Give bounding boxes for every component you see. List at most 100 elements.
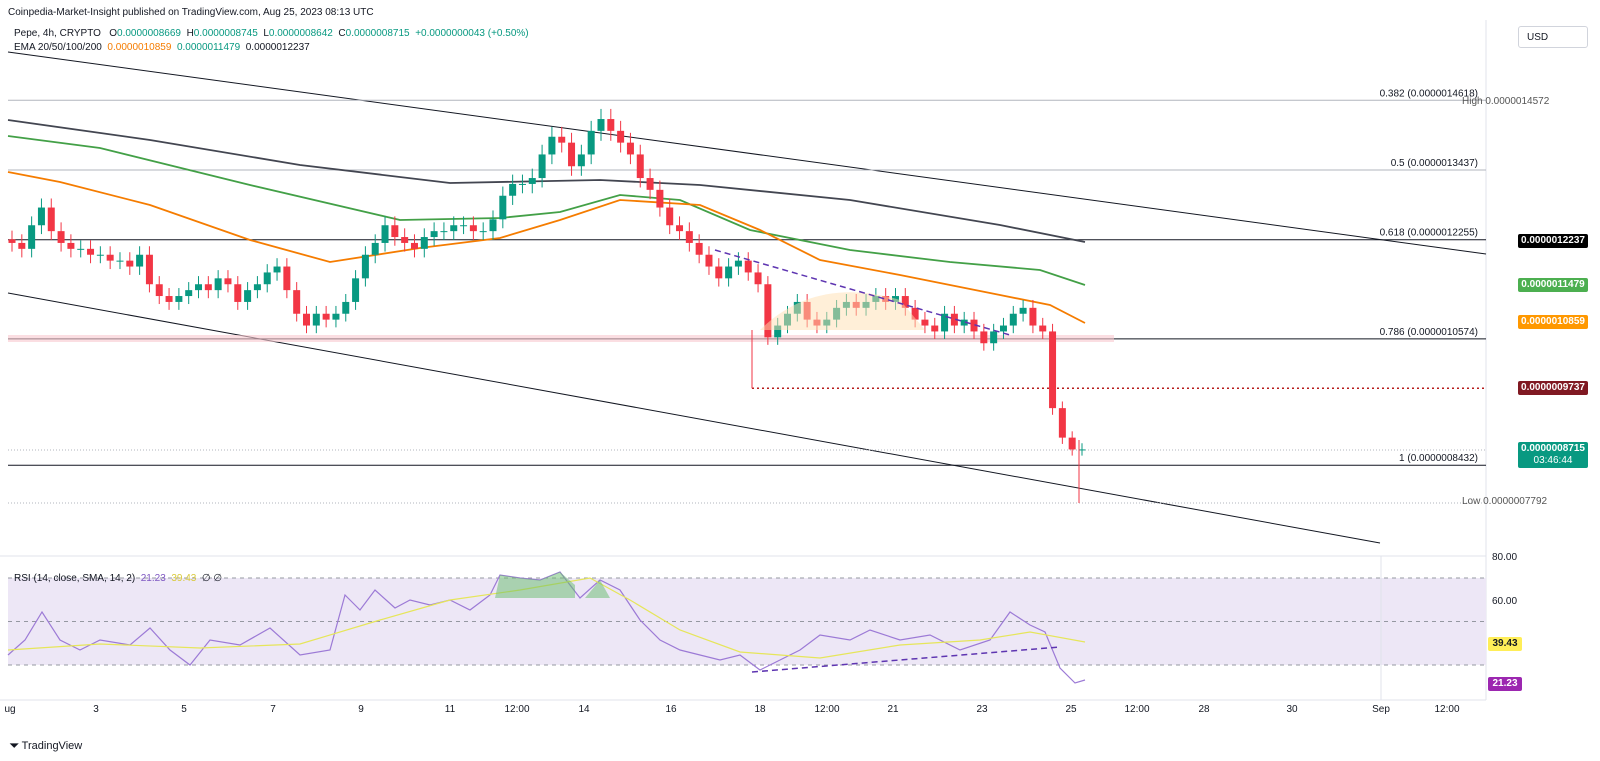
candle bbox=[1068, 437, 1076, 450]
level-price-tag: 0.0000009737 bbox=[1518, 381, 1588, 396]
candle bbox=[18, 242, 26, 249]
candle bbox=[1039, 325, 1047, 332]
candle bbox=[460, 225, 468, 227]
candle bbox=[1049, 331, 1057, 409]
candle bbox=[77, 248, 85, 250]
candle bbox=[577, 154, 585, 167]
candle bbox=[617, 130, 625, 143]
candle bbox=[469, 225, 477, 232]
candle bbox=[342, 301, 350, 314]
candle bbox=[528, 178, 536, 184]
rsi-overbought-fill bbox=[495, 572, 575, 598]
time-axis-tick: 9 bbox=[358, 704, 364, 715]
candle bbox=[597, 119, 605, 131]
candle bbox=[754, 272, 762, 285]
published-caption: Coinpedia-Market-Insight published on Tr… bbox=[8, 7, 374, 18]
candle bbox=[145, 254, 153, 285]
candle bbox=[175, 296, 183, 302]
candle bbox=[656, 189, 664, 208]
candle bbox=[283, 266, 291, 291]
time-axis-tick: 23 bbox=[976, 704, 988, 715]
time-axis-tick: Sep bbox=[1372, 704, 1390, 715]
candle bbox=[980, 331, 988, 344]
candle bbox=[499, 195, 507, 220]
candle bbox=[587, 130, 595, 155]
fib-level-label: 0.618 (0.0000012255) bbox=[1380, 228, 1478, 239]
ema-legend[interactable]: EMA 20/50/100/200 0.0000010859 0.0000011… bbox=[14, 42, 310, 53]
low-price-label: Low 0.0000007792 bbox=[1462, 496, 1548, 507]
fib-level-label: 0.786 (0.0000010574) bbox=[1380, 327, 1478, 338]
candle bbox=[440, 231, 448, 233]
candle bbox=[764, 284, 772, 338]
candle bbox=[420, 237, 428, 249]
candle bbox=[322, 313, 330, 320]
candle bbox=[518, 183, 526, 185]
candle bbox=[126, 260, 134, 267]
candle bbox=[401, 237, 409, 243]
ema50-price-tag: 0.0000011479 bbox=[1518, 278, 1588, 293]
rsi-ma-tag: 39.43 bbox=[1488, 637, 1522, 652]
time-axis-tick: 18 bbox=[754, 704, 766, 715]
candle bbox=[666, 207, 674, 226]
candle bbox=[96, 254, 104, 256]
rsi-overbought-fill bbox=[585, 580, 610, 598]
candle bbox=[361, 254, 369, 279]
candle bbox=[568, 142, 576, 167]
candle bbox=[774, 325, 782, 338]
ema20-value: 0.0000010859 bbox=[107, 42, 172, 53]
rounded-top-pattern bbox=[760, 292, 925, 330]
candle bbox=[263, 272, 271, 285]
rsi-ma-value: 39.43 bbox=[171, 573, 197, 584]
candle bbox=[155, 284, 163, 297]
rsi-legend[interactable]: RSI (14, close, SMA, 14, 2) 21.23 39.43 … bbox=[14, 573, 223, 584]
candle bbox=[1029, 307, 1037, 326]
candle bbox=[705, 254, 713, 267]
ohlc-legend: Pepe, 4h, CRYPTO O0.0000008669 H0.000000… bbox=[14, 28, 529, 39]
ema200-line bbox=[7, 119, 1086, 243]
candle bbox=[548, 136, 556, 155]
candle bbox=[646, 178, 654, 190]
candle bbox=[960, 319, 968, 326]
ema20-price-tag: 0.0000010859 bbox=[1518, 315, 1588, 330]
candle bbox=[106, 254, 114, 261]
rsi-divergence-line bbox=[751, 646, 1061, 673]
tradingview-logo[interactable]: ⏷ TradingView bbox=[10, 740, 83, 752]
candle bbox=[901, 296, 909, 308]
candle bbox=[116, 260, 124, 262]
fib-level-label: 0.5 (0.0000013437) bbox=[1391, 158, 1478, 169]
candle bbox=[312, 313, 320, 326]
time-axis-tick: ug bbox=[4, 704, 15, 715]
candle bbox=[37, 207, 45, 226]
ema20-line bbox=[7, 171, 1086, 324]
candle bbox=[921, 319, 929, 326]
time-axis-tick: 12:00 bbox=[1124, 704, 1149, 715]
last-price-tag: 0.0000008715 03:46:44 bbox=[1518, 441, 1588, 468]
trendline-descending bbox=[714, 249, 1011, 336]
candle bbox=[950, 313, 958, 326]
candle bbox=[57, 231, 65, 243]
candle bbox=[558, 136, 566, 143]
candle bbox=[725, 266, 733, 279]
time-axis-tick: 25 bbox=[1065, 704, 1077, 715]
candle bbox=[8, 239, 16, 243]
rsi-axis-tick: 60.00 bbox=[1492, 596, 1517, 607]
symbol-label[interactable]: Pepe, 4h, CRYPTO bbox=[14, 28, 101, 39]
candle bbox=[204, 284, 212, 291]
time-axis-tick: 3 bbox=[93, 704, 99, 715]
candle bbox=[87, 248, 95, 255]
candle bbox=[234, 284, 242, 302]
candle bbox=[734, 260, 742, 267]
candle bbox=[695, 242, 703, 255]
candle bbox=[67, 242, 75, 249]
candle bbox=[450, 225, 458, 232]
candles-group bbox=[8, 108, 1086, 456]
candle bbox=[636, 154, 644, 179]
currency-button[interactable]: USD bbox=[1518, 26, 1588, 48]
candle bbox=[999, 325, 1007, 332]
ema50-value: 0.0000011479 bbox=[176, 42, 241, 53]
candle bbox=[332, 313, 340, 320]
rsi-value: 21.23 bbox=[140, 573, 166, 584]
channel-lower-line bbox=[7, 292, 1381, 544]
candle bbox=[352, 278, 360, 302]
